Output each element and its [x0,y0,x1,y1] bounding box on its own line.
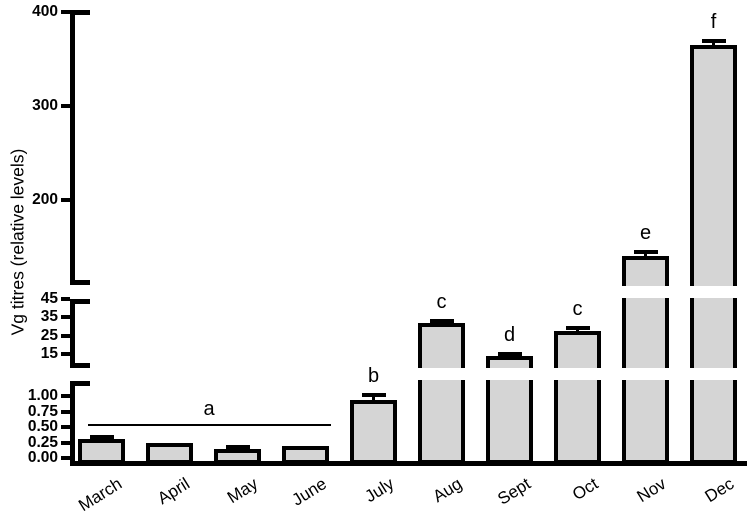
x-axis-label-may: May [224,474,262,508]
axis-break-cap [70,363,90,368]
error-bar-cap [361,393,386,398]
significance-letter-b: b [367,365,380,388]
x-axis-label-july: July [361,474,398,507]
significance-letter-f: f [710,11,717,34]
tick-label: 15 [40,345,58,362]
axis-tick [61,440,70,445]
tick-label: 45 [40,290,58,307]
error-bar-cap [225,444,250,449]
axis-tick [61,394,70,398]
tick-label: 0.75 [27,402,58,420]
bar-dec [690,44,737,464]
axis-tick [61,198,70,202]
axis-break-cap [70,280,90,285]
error-bar-stem [712,42,715,49]
error-bar-stem [576,329,579,336]
axis-tick [61,333,70,338]
tick-label: 0.50 [27,418,58,435]
error-bar-cap [701,39,726,44]
tick-label: 200 [32,191,58,208]
error-bar-stem [508,355,511,360]
y-axis-segment [70,10,75,285]
tick-label: 1.00 [27,387,58,404]
tick-label: 0.25 [27,433,58,451]
bar-july [350,400,397,464]
error-bar-stem [644,252,647,261]
x-axis [70,461,747,466]
y-axis-segment [70,381,75,466]
axis-tick [61,425,70,429]
x-axis-label-aug: Aug [429,474,466,507]
significance-letter-c: c [436,290,447,313]
tick-label: 0.00 [27,449,58,466]
error-bar-cap [633,249,658,254]
significance-letter-e: e [639,221,652,244]
tick-label: 400 [32,3,58,20]
axis-break-cap [70,299,90,304]
tick-label: 300 [32,97,58,114]
bar-aug [418,322,465,464]
significance-line [87,424,331,426]
x-axis-label-sept: Sept [493,474,534,509]
tick-label: 25 [40,326,58,344]
bar-oct [554,331,601,464]
error-bar-cap [497,352,522,356]
error-bar-cap [89,434,114,439]
x-axis-label-april: April [154,474,194,509]
y-axis-segment [70,299,75,368]
error-bar-stem [440,321,443,327]
axis-break-cap [70,10,90,15]
axis-tick [61,409,70,414]
axis-tick [61,104,70,108]
error-bar-stem [100,437,103,444]
axis-break-cap [70,381,90,386]
axis-tick [61,352,70,356]
error-bar-stem [372,396,375,405]
tick-label: 35 [40,308,58,326]
axis-break-band-lower [92,368,749,380]
error-bar-cap [565,326,590,331]
x-axis-label-nov: Nov [633,474,670,507]
x-axis-label-june: June [288,474,330,510]
significance-letter-c: c [572,298,583,321]
x-axis-label-march: March [75,474,126,516]
error-bar-stem [236,447,239,453]
significance-letter-d: d [503,324,516,346]
x-axis-label-dec: Dec [701,474,738,507]
axis-break-band-upper [92,286,749,298]
axis-tick [61,10,70,14]
axis-tick [61,315,70,320]
axis-tick [61,456,70,460]
error-bar-cap [429,318,454,323]
significance-letter-a: a [203,398,215,420]
axis-tick [61,297,70,301]
x-axis-label-oct: Oct [569,474,602,505]
